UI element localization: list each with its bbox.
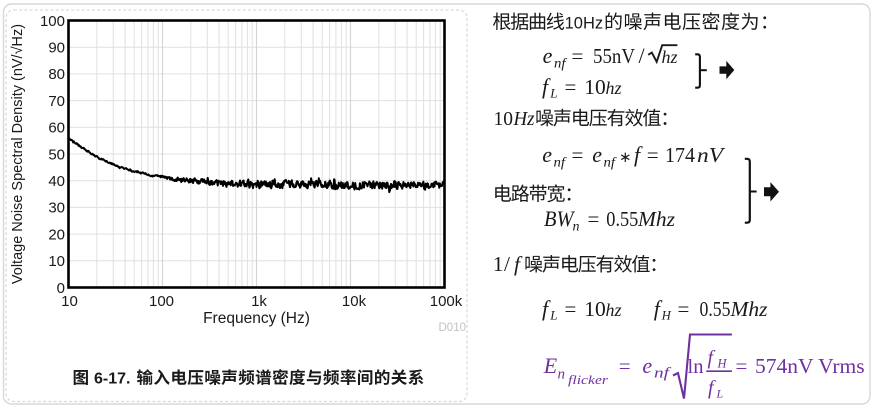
svg-text:0: 0 <box>57 280 65 297</box>
svg-text:L: L <box>716 387 724 401</box>
svg-text:e: e <box>642 353 652 378</box>
svg-text:f: f <box>708 347 716 369</box>
svg-text:f: f <box>654 296 663 321</box>
svg-text:Mhz: Mhz <box>730 297 769 321</box>
svg-text:H: H <box>717 357 728 371</box>
svg-text:D010: D010 <box>439 322 467 334</box>
svg-text:80: 80 <box>48 66 65 83</box>
svg-text:Hz: Hz <box>513 109 535 130</box>
svg-text:Mhz: Mhz <box>637 207 676 231</box>
svg-text:Voltage Noise Spectral Density: Voltage Noise Spectral Density (nV/√Hz) <box>10 24 26 284</box>
svg-text:10: 10 <box>584 75 606 99</box>
svg-text:0.55: 0.55 <box>606 207 638 231</box>
svg-text:n: n <box>558 367 566 383</box>
svg-text:L: L <box>549 86 557 101</box>
svg-text:e: e <box>543 43 553 68</box>
svg-text:nf: nf <box>554 156 568 171</box>
svg-text:/: / <box>639 43 646 68</box>
svg-text:hz: hz <box>662 47 678 67</box>
svg-text:90: 90 <box>48 40 65 57</box>
svg-text:100: 100 <box>149 293 174 310</box>
svg-text:nf: nf <box>604 156 618 171</box>
svg-text:e: e <box>542 142 552 167</box>
svg-text:100: 100 <box>40 13 65 30</box>
svg-text:BW: BW <box>544 206 575 231</box>
svg-text:Frequency (Hz): Frequency (Hz) <box>203 310 310 327</box>
svg-text:L: L <box>549 308 557 323</box>
svg-text:E: E <box>543 353 558 378</box>
svg-text:10Hz: 10Hz <box>565 15 604 33</box>
svg-text:574nV Vrms: 574nV Vrms <box>755 354 865 378</box>
svg-text:0.55: 0.55 <box>700 297 731 321</box>
svg-text:=: = <box>678 297 690 321</box>
svg-text:10: 10 <box>584 297 606 321</box>
svg-text:=: = <box>619 354 631 378</box>
svg-text:=: = <box>565 297 577 321</box>
svg-text:10: 10 <box>61 293 78 310</box>
svg-text:55nV: 55nV <box>593 44 635 68</box>
svg-text:1k: 1k <box>251 293 267 310</box>
svg-text:nf: nf <box>654 366 672 382</box>
svg-text:50: 50 <box>48 146 65 163</box>
svg-text:100k: 100k <box>430 293 463 310</box>
svg-text:=: = <box>647 143 659 167</box>
svg-text:nf: nf <box>554 57 568 72</box>
svg-text:=: = <box>588 207 600 231</box>
svg-text:H: H <box>661 309 672 323</box>
svg-text:10k: 10k <box>342 293 367 310</box>
svg-text:10: 10 <box>48 253 65 270</box>
svg-text:hz: hz <box>606 78 622 98</box>
svg-text:40: 40 <box>48 173 65 190</box>
svg-text:n: n <box>573 220 580 235</box>
svg-text:10: 10 <box>494 109 514 130</box>
svg-text:f: f <box>708 377 716 399</box>
svg-text:/: / <box>504 252 510 276</box>
svg-text:=: = <box>572 44 584 68</box>
svg-text:30: 30 <box>48 200 65 217</box>
svg-text:flicker: flicker <box>568 372 609 387</box>
svg-text:70: 70 <box>48 93 65 110</box>
svg-text:f: f <box>634 142 643 167</box>
svg-text:f: f <box>542 296 551 321</box>
svg-text:20: 20 <box>48 226 65 243</box>
svg-text:60: 60 <box>48 120 65 137</box>
svg-text:6-17.: 6-17. <box>94 371 130 388</box>
svg-text:nV: nV <box>697 143 726 167</box>
svg-text:=: = <box>572 143 584 167</box>
svg-text:=: = <box>565 75 577 99</box>
svg-text:ln: ln <box>688 356 704 378</box>
svg-text:hz: hz <box>606 300 622 320</box>
svg-text:e: e <box>592 142 602 167</box>
svg-text:∗: ∗ <box>619 150 632 166</box>
svg-text:1: 1 <box>493 252 504 276</box>
svg-text:f: f <box>514 252 523 276</box>
svg-text:174: 174 <box>665 143 695 167</box>
svg-text:f: f <box>542 74 551 99</box>
svg-text:=: = <box>736 354 748 378</box>
